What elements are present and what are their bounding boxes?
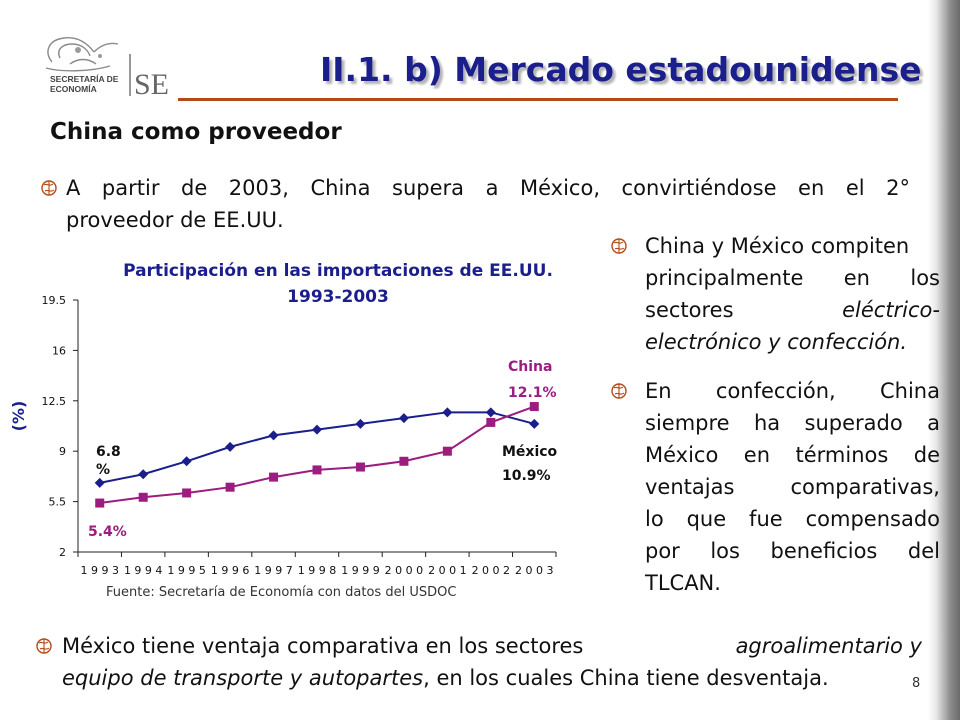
china-start-label: 5.4% xyxy=(88,524,127,540)
bullet3-line4: ventajas comparativas, xyxy=(645,475,940,499)
x-tick-label: 1 9 9 6 xyxy=(211,564,249,577)
point-mexico-2002 xyxy=(485,407,496,418)
bullet2-word-sectores: sectores xyxy=(645,298,734,322)
mexico-start-label-line2: % xyxy=(96,462,110,478)
bullet2-word-principalmente: principalmente xyxy=(645,266,804,290)
bullet2-line4: electrónico y confección. xyxy=(645,330,908,354)
globe-bullet-icon xyxy=(36,638,52,654)
point-mexico-2001 xyxy=(442,407,453,418)
bullet3-line7: TLCAN. xyxy=(645,571,721,595)
bullet2-word-los: los xyxy=(910,266,940,290)
point-mexico-1993 xyxy=(94,477,105,488)
bullet3-line3: México en términos de xyxy=(645,443,940,467)
bullet3-line5: lo que fue compensado xyxy=(645,507,940,531)
chart-subtitle: 1993-2003 xyxy=(287,287,389,307)
point-china-1999 xyxy=(355,462,365,472)
logo-line2: ECONOMÍA xyxy=(50,84,97,94)
chart-source-note: Fuente: Secretaría de Economía con datos… xyxy=(106,585,457,600)
logo-mark: SE xyxy=(134,68,169,101)
y-tick-label: 19.5 xyxy=(42,294,67,307)
point-mexico-1994 xyxy=(138,469,149,480)
y-tick-label: 9 xyxy=(59,445,66,458)
series-line-china xyxy=(99,405,535,505)
globe-bullet-icon xyxy=(41,180,57,196)
chart-title-block: Participación en las importaciones de EE… xyxy=(78,258,598,310)
bullet4-line1-text: México tiene ventaja comparativa en los … xyxy=(62,634,584,658)
china-series-name: China xyxy=(508,359,552,375)
bullet3-line1: En confección, China xyxy=(645,379,940,403)
mexico-series-name: México xyxy=(502,444,558,460)
x-tick-label: 2 0 0 3 xyxy=(515,564,553,577)
point-china-2000 xyxy=(399,456,409,466)
point-mexico-1998 xyxy=(312,424,322,435)
bullet2-line1-text: China y México compiten xyxy=(645,234,910,258)
point-mexico-1999 xyxy=(355,418,366,429)
bullet2-line2: principalmente en los xyxy=(645,262,940,294)
bullet4-line1: México tiene ventaja comparativa en los … xyxy=(62,630,922,662)
bullet3-line6: por los beneficios del xyxy=(645,539,940,563)
y-tick-label: 2 xyxy=(59,546,66,559)
bullet1-line2: proveedor de EE.UU. xyxy=(66,208,284,232)
mexico-end-label: 10.9% xyxy=(502,468,551,484)
bullet2-line1: China y México compiten xyxy=(645,230,940,262)
y-tick-label: 12.5 xyxy=(42,395,67,408)
point-china-1996 xyxy=(225,482,235,492)
series-line-mexico xyxy=(99,411,535,484)
x-tick-label: 1 9 9 3 xyxy=(80,564,118,577)
bullet2-word-en: en xyxy=(843,266,870,290)
page-number: 8 xyxy=(912,676,921,691)
bullet2-line3: sectores eléctrico- xyxy=(645,294,940,326)
chart-title: Participación en las importaciones de EE… xyxy=(123,261,553,281)
globe-bullet-icon xyxy=(611,238,627,254)
point-mexico-1995 xyxy=(181,456,192,467)
point-china-1994 xyxy=(138,492,148,502)
bullet4-line1-italic: agroalimentario y xyxy=(735,634,922,658)
point-china-1997 xyxy=(269,472,279,482)
page-title: II.1. b) Mercado estadounidense xyxy=(320,50,922,89)
bullet4-line2-italic: equipo de transporte y autopartes xyxy=(62,666,424,690)
bullet2-word-electrico: eléctrico- xyxy=(842,298,940,322)
globe-bullet-icon xyxy=(611,383,627,399)
point-china-1993 xyxy=(95,498,105,508)
point-mexico-2000 xyxy=(398,413,409,424)
secretaria-economia-logo: SECRETARÍA DE ECONOMÍA SE xyxy=(45,37,169,101)
point-mexico-1996 xyxy=(225,441,236,452)
y-tick-label: 5.5 xyxy=(49,496,67,509)
point-china-2001 xyxy=(442,446,452,456)
x-tick-label: 1 9 9 9 xyxy=(341,564,379,577)
x-tick-label: 1 9 9 5 xyxy=(167,564,205,577)
bullet-text-china-second-supplier: A partir de 2003, China supera a México,… xyxy=(66,172,910,236)
title-underline xyxy=(178,98,898,101)
point-china-2002 xyxy=(486,417,496,427)
x-tick-label: 1 9 9 7 xyxy=(254,564,292,577)
point-china-1995 xyxy=(182,488,192,498)
right-edge-gradient xyxy=(928,0,960,720)
point-mexico-2003 xyxy=(529,418,540,429)
y-axis-label: (%) xyxy=(9,401,28,432)
point-china-2003 xyxy=(529,402,539,412)
logo-line1: SECRETARÍA DE xyxy=(50,74,119,84)
mexico-start-label-line1: 6.8 xyxy=(96,444,121,460)
x-tick-label: 2 0 0 1 xyxy=(428,564,466,577)
bullet-text-mexico-advantage: México tiene ventaja comparativa en los … xyxy=(62,630,922,694)
x-tick-label: 2 0 0 0 xyxy=(385,564,423,577)
point-mexico-1997 xyxy=(268,430,279,441)
bullet4-line2-text: , en los cuales China tiene desventaja. xyxy=(423,666,829,690)
section-subtitle: China como proveedor xyxy=(50,119,342,145)
bullet-text-confeccion: En confección, China siempre ha superado… xyxy=(645,375,940,599)
china-end-label: 12.1% xyxy=(508,385,557,401)
x-tick-label: 1 9 9 4 xyxy=(124,564,162,577)
x-tick-label: 2 0 0 2 xyxy=(472,564,510,577)
bullet4-line2: equipo de transporte y autopartes, en lo… xyxy=(62,662,922,694)
bullet-text-compete-sectors: China y México compiten principalmente en… xyxy=(645,230,940,358)
point-china-1998 xyxy=(312,465,322,475)
bullet3-line2: siempre ha superado a xyxy=(645,411,940,435)
x-tick-label: 1 9 9 8 xyxy=(298,564,336,577)
y-tick-label: 16 xyxy=(52,344,66,357)
bullet1-line1: A partir de 2003, China supera a México,… xyxy=(66,176,910,200)
